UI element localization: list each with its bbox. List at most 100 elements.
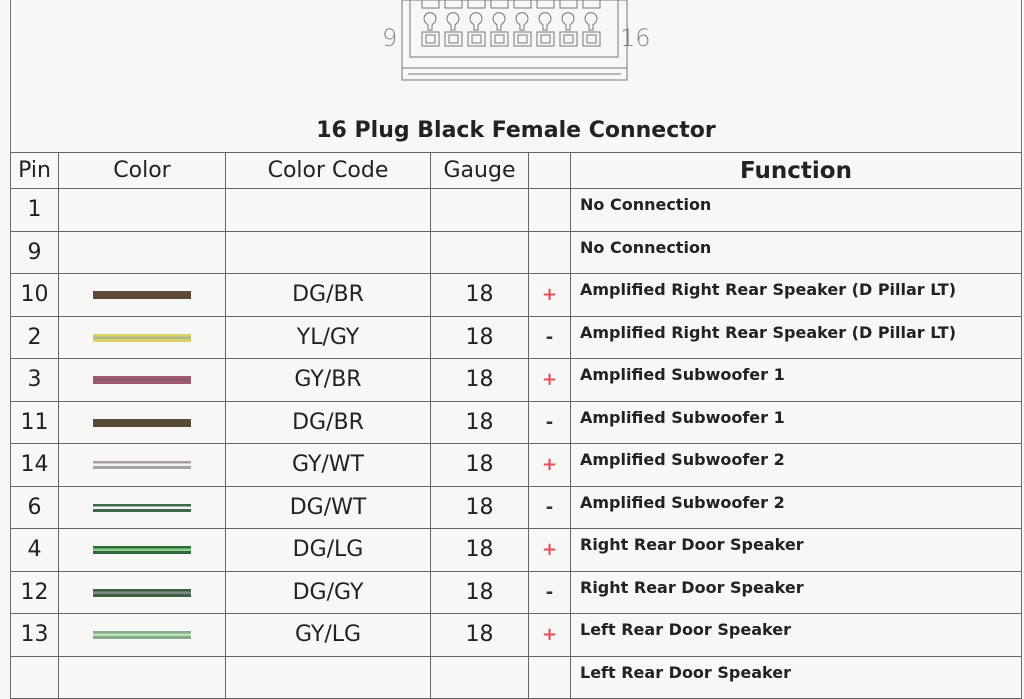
polarity-cell: - [528, 400, 571, 444]
wire-color-swatch [93, 631, 191, 640]
gauge-cell: 18 [430, 613, 529, 657]
connector-pin-latch [538, 12, 552, 31]
pin-cell: 12 [10, 570, 59, 614]
function-cell: Left Rear Door Speaker [570, 613, 1022, 657]
color-code-cell: DG/BR [225, 273, 431, 317]
wire-color-swatch [93, 333, 191, 342]
wire-color-swatch [93, 461, 191, 470]
polarity-cell [528, 655, 571, 699]
table-row: 12 DG/GY 18- Right Rear Door Speaker [10, 570, 1022, 614]
polarity-cell: - [528, 485, 571, 529]
color-code-cell: GY/LG [225, 613, 431, 657]
gauge-cell [430, 188, 529, 232]
connector-pin-socket [582, 31, 601, 47]
function-cell: Amplified Subwoofer 2 [570, 485, 1022, 529]
wire-color-swatch [93, 376, 191, 385]
wire-color-swatch [93, 503, 191, 512]
connector-pin-socket [513, 31, 532, 47]
pin-label-16: 16 [620, 24, 651, 52]
gauge-cell: 18 [430, 443, 529, 487]
gauge-cell [430, 655, 529, 699]
polarity-cell [528, 188, 571, 232]
color-code-cell [225, 230, 431, 274]
connector-drawing [401, 0, 628, 81]
connector-pin-latch [423, 12, 437, 31]
table-row: 11 DG/BR 18- Amplified Subwoofer 1 [10, 400, 1022, 444]
color-cell [58, 188, 226, 232]
connector-pin-latch [515, 12, 529, 31]
color-code-cell [225, 188, 431, 232]
color-cell [58, 358, 226, 402]
color-code-cell: DG/LG [225, 528, 431, 572]
connector-pin-latch [446, 12, 460, 31]
connector-pin-latch [492, 12, 506, 31]
wire-color-swatch [93, 291, 191, 300]
color-cell [58, 315, 226, 359]
gauge-cell [430, 230, 529, 274]
pin-cell: 4 [10, 528, 59, 572]
color-cell [58, 443, 226, 487]
color-cell [58, 570, 226, 614]
page-border-right [1021, 0, 1022, 600]
color-cell [58, 230, 226, 274]
pin-cell: 14 [10, 443, 59, 487]
pin-cell: 6 [10, 485, 59, 529]
header-color: Color [58, 152, 226, 189]
pin-cell: 13 [10, 613, 59, 657]
gauge-cell: 18 [430, 315, 529, 359]
color-code-cell: GY/BR [225, 358, 431, 402]
pin-cell: 11 [10, 400, 59, 444]
color-code-cell: DG/GY [225, 570, 431, 614]
header-function: Function [570, 152, 1022, 189]
wire-color-swatch [93, 546, 191, 555]
header-color-code: Color Code [225, 152, 431, 189]
color-cell [58, 613, 226, 657]
color-code-cell: GY/WT [225, 443, 431, 487]
polarity-cell [528, 230, 571, 274]
pin-cell: 2 [10, 315, 59, 359]
function-cell: Amplified Right Rear Speaker (D Pillar L… [570, 315, 1022, 359]
connector-pin-latch [469, 12, 483, 31]
connector-pin-latch [584, 12, 598, 31]
table-header-row: Pin Color Color Code Gauge Function [10, 152, 1022, 189]
function-cell: No Connection [570, 230, 1022, 274]
table-row: 2 YL/GY 18- Amplified Right Rear Speaker (D… [10, 315, 1022, 359]
connector-pin-socket [444, 31, 463, 47]
polarity-cell: + [528, 443, 571, 487]
polarity-cell: + [528, 613, 571, 657]
table-row: Left Rear Door Speaker [10, 655, 1022, 699]
table-row: 10 DG/BR 18 + Amplified Right Rear Speaker (… [10, 273, 1022, 317]
color-code-cell: DG/BR [225, 400, 431, 444]
connector-diagram: 9 16 [370, 0, 660, 85]
pin-label-9: 9 [382, 24, 398, 52]
connector-pin-socket [490, 31, 509, 47]
table-row: 1 No Connection [10, 188, 1022, 232]
polarity-cell: - [528, 570, 571, 614]
function-cell: Amplified Subwoofer 1 [570, 400, 1022, 444]
gauge-cell: 18 [430, 273, 529, 317]
color-cell [58, 528, 226, 572]
function-cell: Amplified Subwoofer 2 [570, 443, 1022, 487]
pin-cell: 3 [10, 358, 59, 402]
header-polarity [528, 152, 571, 189]
connector-pin-socket [421, 31, 440, 47]
table-row: 14 GY/WT 18 + Amplified Subwoofer 2 [10, 443, 1022, 487]
color-cell [58, 655, 226, 699]
header-gauge: Gauge [430, 152, 529, 189]
gauge-cell: 18 [430, 485, 529, 529]
table-row: 6 DG/WT 18- Amplified Subwoofer 2 [10, 485, 1022, 529]
gauge-cell: 18 [430, 400, 529, 444]
color-cell [58, 485, 226, 529]
color-code-cell: DG/WT [225, 485, 431, 529]
pin-cell [10, 655, 59, 699]
wire-color-swatch [93, 418, 191, 427]
function-cell: Left Rear Door Speaker [570, 655, 1022, 699]
connector-title: 16 Plug Black Female Connector [316, 118, 716, 143]
function-cell: Right Rear Door Speaker [570, 570, 1022, 614]
color-code-cell [225, 655, 431, 699]
gauge-cell: 18 [430, 528, 529, 572]
connector-pin-socket [559, 31, 578, 47]
color-cell [58, 273, 226, 317]
polarity-cell: - [528, 315, 571, 359]
table-row: 13 GY/LG 18 + Left Rear Door Speaker [10, 613, 1022, 657]
